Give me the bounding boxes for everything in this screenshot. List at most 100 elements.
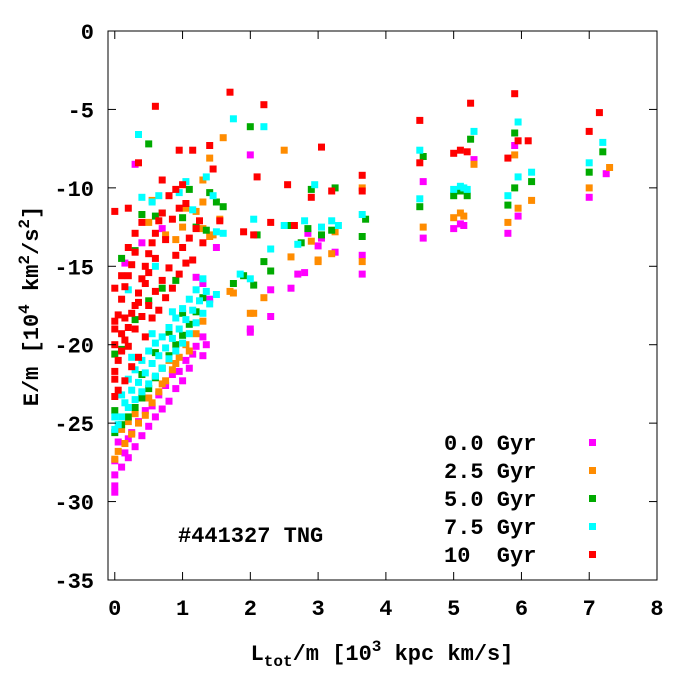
point-series-3 xyxy=(148,330,156,338)
point-series-3 xyxy=(151,339,159,347)
point-series-2 xyxy=(151,212,159,220)
point-series-4 xyxy=(135,353,142,361)
point-series-3 xyxy=(128,353,136,361)
point-series-4 xyxy=(111,284,119,292)
point-series-3 xyxy=(267,245,275,253)
point-series-2 xyxy=(185,185,193,193)
point-series-3 xyxy=(212,228,220,236)
point-series-0 xyxy=(199,352,207,360)
point-series-2 xyxy=(511,129,519,137)
point-series-1 xyxy=(118,425,126,433)
y-tick-label: -10 xyxy=(54,178,94,203)
point-series-0 xyxy=(124,435,132,443)
point-series-4 xyxy=(514,137,522,145)
point-series-3 xyxy=(165,355,173,363)
point-series-3 xyxy=(199,275,207,283)
point-series-4 xyxy=(226,88,234,96)
point-series-3 xyxy=(151,372,159,380)
point-series-4 xyxy=(145,250,153,258)
point-series-4 xyxy=(138,218,146,226)
point-series-3 xyxy=(118,391,126,399)
point-series-3 xyxy=(185,330,193,338)
point-series-1 xyxy=(514,204,522,212)
point-series-4 xyxy=(290,222,298,229)
x-tick-label: 8 xyxy=(650,597,663,622)
point-series-4 xyxy=(175,204,183,212)
point-series-2 xyxy=(172,341,180,349)
point-series-2 xyxy=(179,331,187,339)
point-series-4 xyxy=(175,146,183,154)
point-series-0 xyxy=(151,413,159,421)
point-series-4 xyxy=(141,280,149,287)
point-series-4 xyxy=(111,207,119,215)
point-series-2 xyxy=(307,185,315,193)
point-series-4 xyxy=(124,244,132,251)
point-series-0 xyxy=(175,367,183,375)
point-series-4 xyxy=(128,309,136,317)
point-series-3 xyxy=(158,364,166,372)
point-series-4 xyxy=(284,181,292,189)
point-series-2 xyxy=(362,215,370,223)
point-series-4 xyxy=(151,287,159,295)
point-series-0 xyxy=(460,222,468,229)
point-series-4 xyxy=(114,386,122,394)
point-series-3 xyxy=(121,399,129,407)
legend-label: 0.0 Gyr xyxy=(444,432,536,457)
point-series-4 xyxy=(111,317,119,325)
point-series-4 xyxy=(121,377,129,385)
point-series-2 xyxy=(229,280,237,287)
point-series-1 xyxy=(606,164,614,171)
point-series-0 xyxy=(585,193,593,201)
point-series-0 xyxy=(304,229,312,237)
point-series-1 xyxy=(172,360,180,367)
point-series-2 xyxy=(318,231,325,239)
point-series-0 xyxy=(138,432,146,440)
point-series-1 xyxy=(148,399,156,407)
point-series-1 xyxy=(307,237,315,245)
y-tick-label: -25 xyxy=(54,413,94,438)
point-series-0 xyxy=(172,385,180,393)
point-series-0 xyxy=(111,488,119,496)
point-series-4 xyxy=(185,234,193,242)
point-series-0 xyxy=(301,269,309,277)
point-series-3 xyxy=(165,324,173,331)
point-series-4 xyxy=(141,262,149,270)
legend-marker xyxy=(589,467,596,474)
point-series-4 xyxy=(595,109,603,117)
point-series-1 xyxy=(175,353,183,361)
point-series-0 xyxy=(121,449,129,457)
point-series-3 xyxy=(172,347,180,355)
point-series-0 xyxy=(358,251,366,259)
point-series-0 xyxy=(246,328,254,336)
point-series-3 xyxy=(206,300,214,308)
point-series-4 xyxy=(209,165,217,173)
point-series-3 xyxy=(246,275,254,283)
point-series-2 xyxy=(172,276,180,284)
point-series-3 xyxy=(585,159,593,167)
point-series-4 xyxy=(135,298,142,306)
point-series-4 xyxy=(111,393,119,400)
point-series-4 xyxy=(151,254,159,262)
point-series-3 xyxy=(158,333,166,341)
point-series-0 xyxy=(602,170,610,178)
point-series-4 xyxy=(145,302,153,309)
point-series-2 xyxy=(450,192,458,200)
point-series-0 xyxy=(131,443,139,451)
point-series-0 xyxy=(287,284,295,292)
point-series-0 xyxy=(267,313,275,320)
point-series-3 xyxy=(294,240,302,248)
point-series-0 xyxy=(450,225,458,233)
point-series-2 xyxy=(585,168,593,176)
point-series-0 xyxy=(206,295,214,303)
point-series-0 xyxy=(145,422,153,430)
point-series-0 xyxy=(199,280,207,287)
point-series-4 xyxy=(124,342,132,350)
point-series-2 xyxy=(145,385,153,393)
point-series-2 xyxy=(111,407,119,415)
point-series-4 xyxy=(168,284,176,292)
point-series-2 xyxy=(260,258,268,266)
point-series-4 xyxy=(121,314,129,322)
point-series-3 xyxy=(148,360,156,367)
y-tick-label: -30 xyxy=(54,492,94,517)
point-series-2 xyxy=(165,328,173,336)
